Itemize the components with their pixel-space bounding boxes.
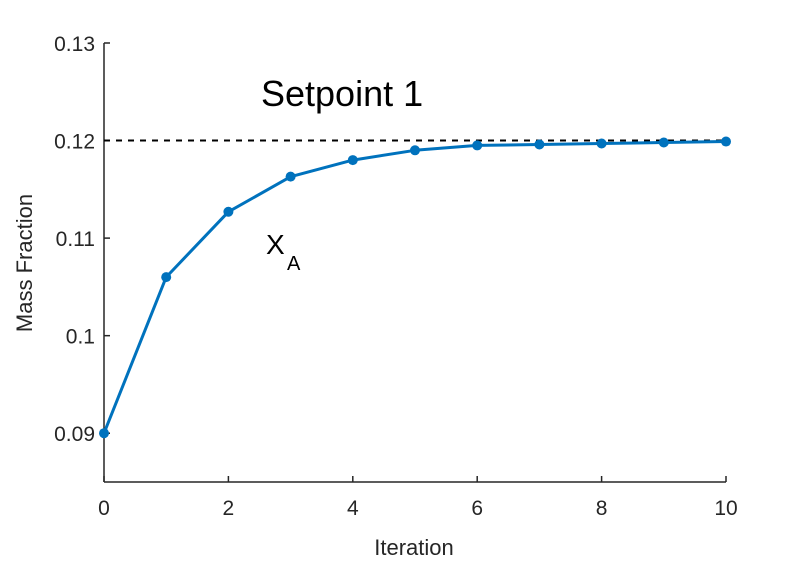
y-axis-label: Mass Fraction (12, 194, 37, 332)
ticks: 0 2 4 6 8 10 0.09 0.1 0.11 0.12 0.13 (54, 33, 738, 520)
x-tick-label: 2 (223, 497, 235, 520)
setpoint-annotation: Setpoint 1 (261, 73, 423, 114)
data-point (347, 155, 358, 166)
y-tick-label: 0.13 (54, 33, 95, 56)
data-point (721, 136, 731, 147)
y-tick-label: 0.11 (56, 228, 95, 251)
series (99, 136, 731, 439)
series-label: X (266, 229, 285, 260)
x-tick-label: 4 (347, 497, 359, 520)
y-tick-label: 0.09 (54, 423, 95, 446)
x-tick-label: 6 (471, 497, 483, 520)
data-point (534, 139, 545, 150)
x-tick-label: 8 (596, 497, 608, 520)
axes (103, 43, 726, 483)
data-point (223, 206, 234, 217)
data-point (596, 138, 607, 149)
data-point (161, 272, 172, 283)
x-tick-label: 0 (98, 497, 110, 520)
data-point (99, 428, 109, 439)
data-point (658, 137, 669, 148)
y-tick-label: 0.12 (54, 131, 95, 154)
data-point (410, 145, 420, 156)
x-tick-label: 10 (714, 497, 737, 520)
series-label-main: X (266, 229, 285, 260)
series-line (102, 140, 727, 434)
y-tick-label: 0.1 (66, 326, 95, 349)
data-point (285, 171, 296, 182)
x-axis-label: Iteration (374, 535, 454, 560)
series-label-subscript: A (287, 253, 301, 275)
data-point (472, 140, 483, 151)
